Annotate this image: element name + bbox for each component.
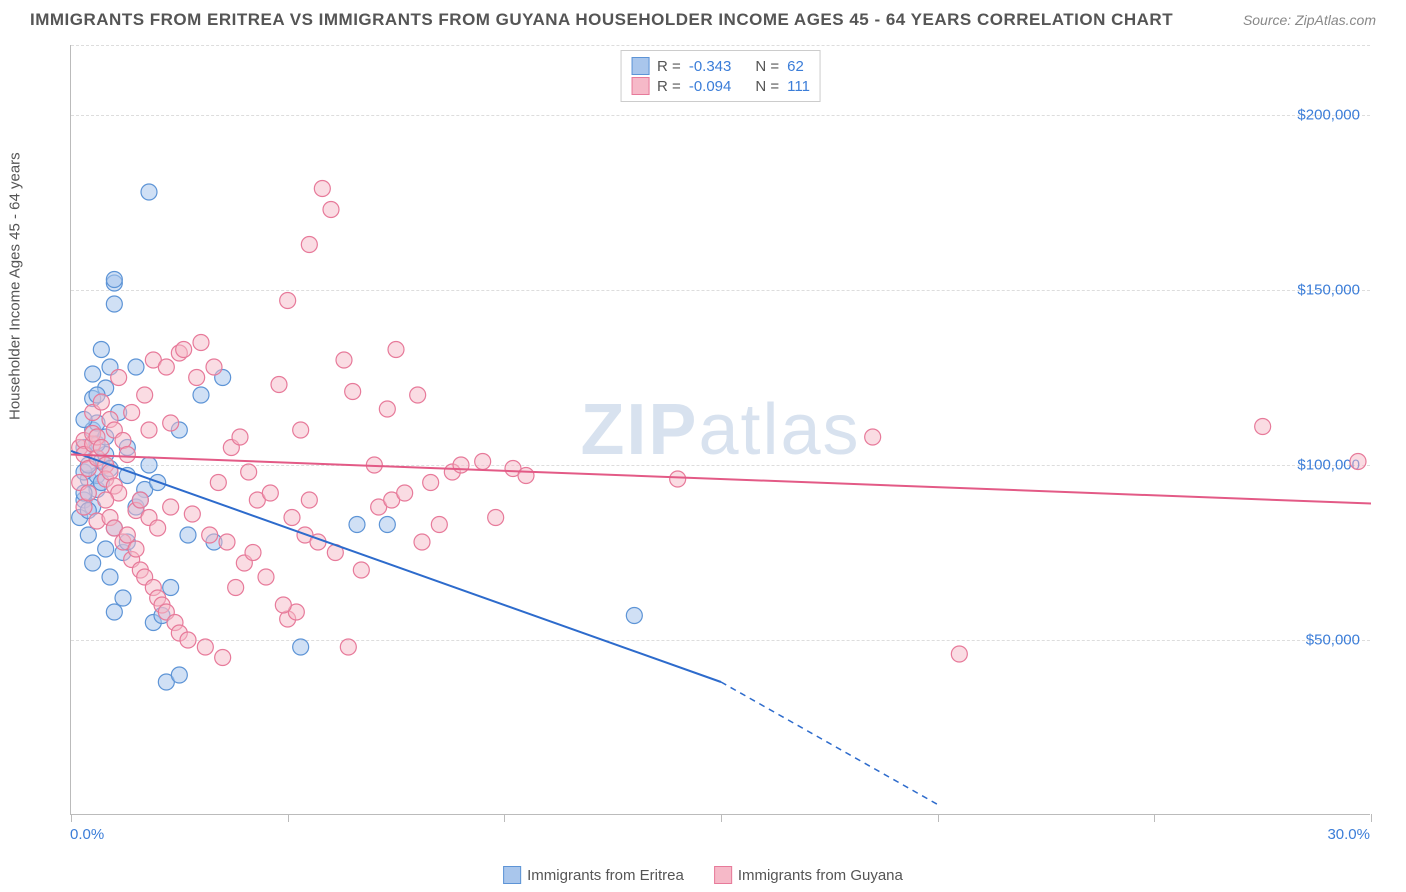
title-bar: IMMIGRANTS FROM ERITREA VS IMMIGRANTS FR…: [30, 10, 1376, 30]
r-label: R =: [657, 78, 681, 95]
stats-row-eritrea: R = -0.343 N = 62: [631, 57, 810, 75]
swatch-guyana: [631, 77, 649, 95]
series-name-guyana: Immigrants from Guyana: [738, 867, 903, 884]
stats-legend: R = -0.343 N = 62 R = -0.094 N = 111: [620, 50, 821, 102]
swatch-eritrea: [631, 57, 649, 75]
r-value-guyana: -0.094: [689, 78, 732, 95]
r-label: R =: [657, 58, 681, 75]
n-label: N =: [755, 58, 779, 75]
x-tick-label-max: 30.0%: [1327, 826, 1370, 843]
swatch-eritrea: [503, 866, 521, 884]
chart-title: IMMIGRANTS FROM ERITREA VS IMMIGRANTS FR…: [30, 10, 1173, 30]
source-label: Source: ZipAtlas.com: [1243, 12, 1376, 28]
swatch-guyana: [714, 866, 732, 884]
series-name-eritrea: Immigrants from Eritrea: [527, 867, 684, 884]
scatter-plot: [71, 45, 1371, 815]
plot-region: ZIPatlas $50,000$100,000$150,000$200,000…: [70, 45, 1370, 815]
n-value-eritrea: 62: [787, 58, 804, 75]
x-tick-label-min: 0.0%: [70, 826, 104, 843]
chart-area: ZIPatlas $50,000$100,000$150,000$200,000…: [70, 45, 1370, 815]
y-axis-label: Householder Income Ages 45 - 64 years: [7, 152, 24, 420]
legend-item-eritrea: Immigrants from Eritrea: [503, 866, 684, 884]
stats-row-guyana: R = -0.094 N = 111: [631, 77, 810, 95]
n-label: N =: [755, 78, 779, 95]
series-legend: Immigrants from Eritrea Immigrants from …: [503, 866, 903, 884]
n-value-guyana: 111: [787, 78, 810, 95]
legend-item-guyana: Immigrants from Guyana: [714, 866, 903, 884]
r-value-eritrea: -0.343: [689, 58, 732, 75]
